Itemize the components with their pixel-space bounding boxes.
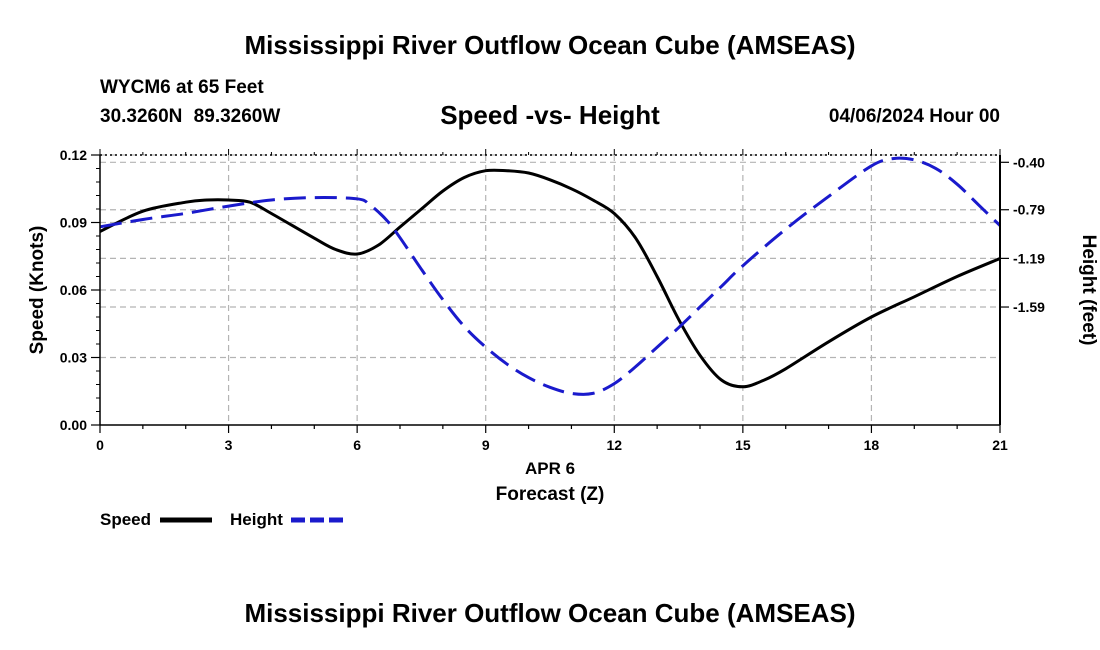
footer-title: Mississippi River Outflow Ocean Cube (AM… — [244, 598, 856, 628]
plot-frame — [99, 154, 1001, 426]
x-tick-label: 15 — [735, 437, 751, 453]
x-tick-label: 6 — [353, 437, 361, 453]
y-left-tick-label: 0.03 — [60, 350, 87, 366]
main-title: Mississippi River Outflow Ocean Cube (AM… — [244, 30, 856, 60]
x-axis-title: Forecast (Z) — [496, 484, 605, 505]
legend-speed-label: Speed — [100, 510, 152, 529]
y-axis-left-title: Speed (Knots) — [27, 226, 48, 355]
coordinates-label: 30.3260N 89.3260W — [100, 106, 281, 127]
y-left-tick-label: 0.06 — [60, 282, 87, 298]
y-right-tick-label: -0.79 — [1013, 202, 1045, 218]
y-right-tick-label: -0.40 — [1013, 154, 1045, 170]
x-tick-label: 3 — [225, 437, 233, 453]
station-label: WYCM6 at 65 Feet — [100, 77, 264, 98]
speed-series-line — [99, 168, 1001, 389]
x-tick-label: 12 — [606, 437, 622, 453]
x-tick-label: 21 — [992, 437, 1008, 453]
y-axis-right-title: Height (feet) — [1078, 235, 1099, 346]
grid-layer — [100, 154, 1000, 425]
x-axis-date-label: APR 6 — [525, 459, 575, 478]
height-series-line — [99, 156, 1002, 396]
date-label: 04/06/2024 Hour 00 — [828, 106, 1000, 127]
y-right-tick-label: -1.59 — [1013, 299, 1045, 315]
y-right-tick-label: -1.19 — [1013, 250, 1045, 266]
series-layer — [99, 156, 1002, 396]
legend-height-label: Height — [230, 510, 283, 529]
y-left-tick-label: 0.00 — [60, 417, 87, 433]
x-tick-label: 9 — [482, 437, 490, 453]
y-left-tick-label: 0.12 — [60, 147, 87, 163]
y-left-tick-label: 0.09 — [60, 215, 87, 231]
axis-ticks: 0 3 6 9 12 15 18 21 0.00 0.03 0.06 0.09 0.12 -0.40 -0.… — [60, 147, 1045, 453]
x-tick-label: 18 — [864, 437, 880, 453]
x-tick-label: 0 — [96, 437, 104, 453]
chart-title: Speed -vs- Height — [440, 100, 660, 130]
